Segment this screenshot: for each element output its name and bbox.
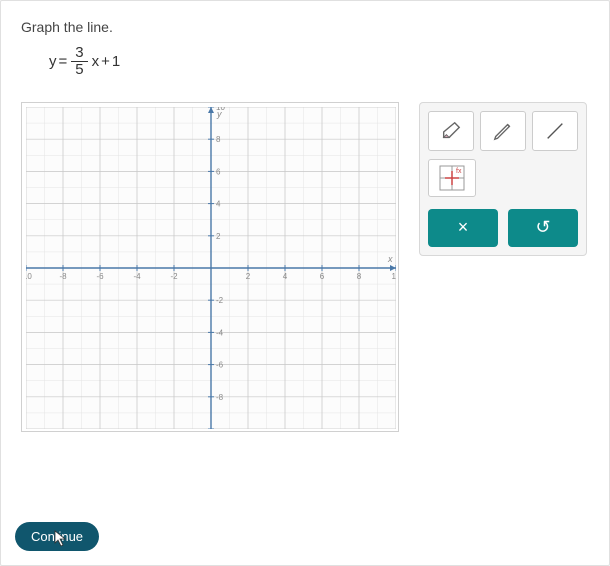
toolbox: fx × ↺ [419, 102, 587, 256]
svg-text:2: 2 [246, 272, 251, 281]
svg-text:-10: -10 [26, 272, 32, 281]
undo-icon: ↺ [535, 217, 550, 238]
eq-lhs: y [49, 53, 57, 70]
svg-text:-6: -6 [216, 360, 224, 369]
equation: y = 3 5 x + 1 [49, 45, 589, 78]
svg-text:4: 4 [283, 272, 288, 281]
svg-text:8: 8 [216, 135, 221, 144]
instruction-text: Graph the line. [21, 19, 589, 35]
svg-text:10: 10 [392, 272, 396, 281]
svg-text:-4: -4 [133, 272, 141, 281]
eq-numerator: 3 [71, 45, 87, 62]
continue-button[interactable]: Continue [15, 522, 99, 551]
svg-text:y: y [216, 109, 222, 119]
eq-denominator: 5 [71, 62, 87, 78]
graph-panel[interactable]: -10-8-6-4-2246810108642-2-4-6-8xy [21, 102, 399, 432]
tool-row-2: fx [428, 159, 578, 197]
undo-button[interactable]: ↺ [508, 209, 578, 247]
eraser-tool[interactable] [428, 111, 474, 151]
cartesian-grid[interactable]: -10-8-6-4-2246810108642-2-4-6-8xy [26, 107, 396, 429]
svg-text:-6: -6 [96, 272, 104, 281]
eraser-icon [440, 120, 462, 142]
svg-text:x: x [387, 254, 393, 264]
svg-text:6: 6 [320, 272, 325, 281]
svg-text:6: 6 [216, 167, 221, 176]
eq-equals: = [59, 53, 68, 70]
eq-fraction: 3 5 [71, 45, 87, 78]
point-plot-icon: fx [439, 165, 465, 191]
pencil-tool[interactable] [480, 111, 526, 151]
point-plot-tool[interactable]: fx [428, 159, 476, 197]
eq-op: + [101, 53, 110, 70]
page-container: Graph the line. y = 3 5 x + 1 -10 -8 -6 -4 -… [0, 0, 610, 566]
svg-text:-8: -8 [59, 272, 67, 281]
svg-text:-8: -8 [216, 392, 224, 401]
workarea: -10-8-6-4-2246810108642-2-4-6-8xy [21, 102, 589, 432]
svg-text:4: 4 [216, 199, 221, 208]
clear-button[interactable]: × [428, 209, 498, 247]
svg-text:fx: fx [456, 168, 462, 175]
svg-text:2: 2 [216, 231, 221, 240]
svg-text:-2: -2 [216, 296, 224, 305]
tool-row-1 [428, 111, 578, 151]
action-row: × ↺ [428, 209, 578, 247]
line-tool[interactable] [532, 111, 578, 151]
line-icon [544, 120, 566, 142]
continue-label: Continue [31, 529, 83, 544]
eq-var: x [92, 53, 100, 70]
close-icon: × [458, 217, 469, 238]
eq-const: 1 [112, 53, 120, 70]
svg-text:-2: -2 [170, 272, 178, 281]
svg-text:-4: -4 [216, 328, 224, 337]
pencil-icon [492, 120, 514, 142]
svg-text:8: 8 [357, 272, 362, 281]
